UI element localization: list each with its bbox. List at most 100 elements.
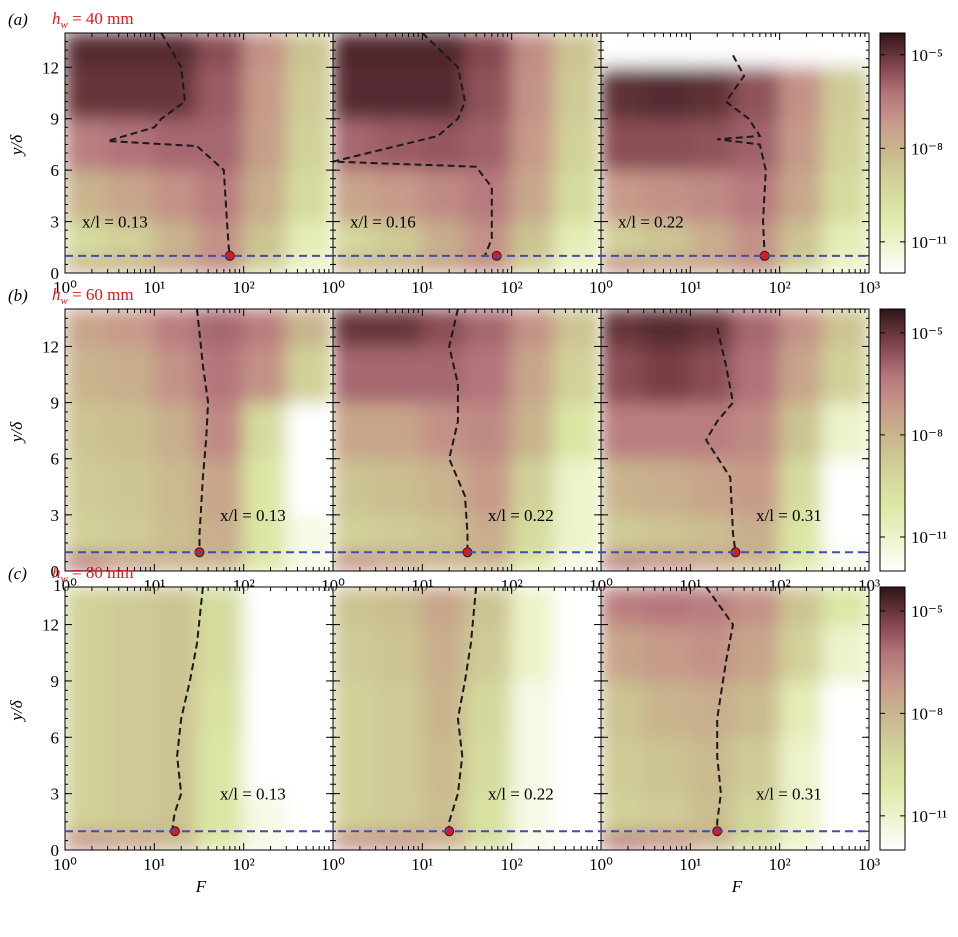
contour-cell (511, 458, 555, 516)
contour-cell (375, 514, 423, 553)
contour-cell (511, 221, 555, 257)
x-tick-label: 10¹ (679, 855, 701, 874)
contour-cell (65, 33, 109, 68)
contour-cell (732, 458, 781, 516)
contour-cell (285, 118, 333, 171)
contour-cell (421, 793, 466, 832)
contour-cell (107, 33, 155, 68)
contour-cell (643, 169, 691, 223)
contour-cell (601, 118, 645, 171)
contour-cell (601, 169, 645, 223)
contour-cell (65, 680, 109, 738)
contour-cell (153, 624, 198, 682)
contour-cell (464, 33, 513, 68)
hw-symbol: h (52, 563, 61, 582)
x-tick-label: 10¹ (411, 278, 433, 297)
x-tick-label: 10³ (858, 278, 880, 297)
contour-cell (511, 624, 555, 682)
contour-cell (732, 551, 781, 571)
contour-cell (464, 118, 513, 171)
contour-cell (464, 66, 513, 120)
contour-cell (779, 345, 823, 404)
contour-cell (243, 33, 287, 68)
y-tick-label: 3 (51, 213, 60, 232)
contour-cell (601, 255, 645, 273)
hw-symbol: h (52, 9, 61, 28)
contour-cell (243, 587, 287, 626)
contour-cell (421, 830, 466, 850)
contour-cell (601, 736, 645, 795)
contour-cell (779, 551, 823, 571)
contour-cell (65, 458, 109, 516)
contour-cell (153, 345, 198, 404)
peak-line (705, 587, 735, 832)
contour-cell (643, 514, 691, 553)
contour-cell (732, 118, 781, 171)
contour-cell (689, 736, 734, 795)
y-tick-label: 12 (42, 616, 59, 635)
contour-cell (643, 255, 691, 273)
contour-cell (153, 169, 198, 223)
contour-cell (196, 221, 245, 257)
contour-cell (821, 345, 869, 404)
contour-cell (285, 551, 333, 571)
contour-cell (243, 458, 287, 516)
contour-cell (779, 793, 823, 832)
contour-cell (732, 66, 781, 120)
position-label: x/l = 0.22 (488, 506, 554, 525)
x-tick-label: 10⁰ (53, 855, 77, 874)
contour-cell (153, 221, 198, 257)
contour-cell (689, 118, 734, 171)
contour-cell (421, 680, 466, 738)
contour-cell (285, 402, 333, 460)
contour-cell (421, 118, 466, 171)
contour-cell (553, 66, 601, 120)
contour-cell (601, 551, 645, 571)
contour-cell (107, 221, 155, 257)
contour-cell (285, 309, 333, 347)
contour-cell (732, 402, 781, 460)
y-tick-label: 3 (51, 506, 60, 525)
contour-cell (643, 402, 691, 460)
peak-line (171, 587, 204, 832)
position-label: x/l = 0.22 (618, 213, 684, 232)
contour-cell (689, 309, 734, 347)
hw-text: = 80 mm (68, 563, 134, 582)
contour-cell (689, 830, 734, 850)
contour-cell (553, 221, 601, 257)
contour-cell (285, 345, 333, 404)
contour-cell (196, 255, 245, 273)
panel-label: (b) (8, 286, 28, 305)
contour-field (65, 587, 333, 850)
y-tick-label: 6 (51, 728, 60, 747)
contour-cell (821, 551, 869, 571)
contour-cell (153, 793, 198, 832)
position-label: x/l = 0.22 (488, 785, 554, 804)
contour-cell (421, 624, 466, 682)
contour-cell (511, 66, 555, 120)
x-tick-label: 10⁰ (321, 278, 345, 297)
colorbar-tick-label: 10⁻⁵ (911, 46, 943, 65)
contour-cell (779, 402, 823, 460)
contour-cell (243, 221, 287, 257)
contour-cells (333, 309, 601, 571)
contour-cell (421, 255, 466, 273)
contour-cell (421, 345, 466, 404)
colorbar (879, 308, 906, 572)
contour-cell (601, 402, 645, 460)
contour-cell (553, 33, 601, 68)
contour-cell (65, 309, 109, 347)
contour-cell (643, 118, 691, 171)
contour-cell (153, 680, 198, 738)
peak-line (448, 309, 469, 553)
contour-cell (821, 66, 869, 120)
y-tick-label: 12 (42, 58, 59, 77)
contour-cell (285, 736, 333, 795)
contour-cell (333, 458, 377, 516)
contour-cell (732, 169, 781, 223)
contour-cell (779, 830, 823, 850)
contour-cell (153, 551, 198, 571)
contour-cell (107, 680, 155, 738)
contour-cell (107, 624, 155, 682)
contour-cell (689, 221, 734, 257)
